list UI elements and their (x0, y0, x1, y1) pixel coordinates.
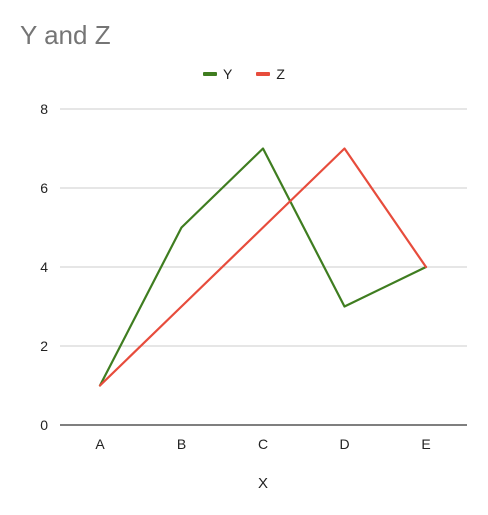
legend-item-z: Z (256, 66, 285, 82)
x-tick-label: A (95, 436, 105, 452)
x-tick-label: C (258, 436, 268, 452)
y-tick-label: 4 (40, 259, 48, 275)
legend-label-z: Z (276, 66, 285, 82)
x-tick-label: E (421, 436, 430, 452)
y-tick-label: 2 (40, 338, 48, 354)
x-axis-ticks: A B C D E (95, 436, 430, 452)
legend-label-y: Y (223, 66, 233, 82)
chart-title: Y and Z (20, 20, 111, 50)
legend: Y Z (0, 66, 488, 82)
legend-swatch-z (256, 72, 271, 76)
series-lines (98, 147, 428, 387)
y-tick-label: 6 (40, 180, 48, 196)
legend-item-y: Y (203, 66, 232, 82)
x-tick-label: B (177, 436, 186, 452)
x-tick-label: D (339, 436, 349, 452)
y-tick-label: 8 (40, 101, 48, 117)
grid-lines (60, 108, 467, 426)
y-tick-label: 0 (40, 417, 48, 433)
x-axis-label: X (258, 475, 268, 492)
y-axis-ticks: 0 2 4 6 8 (40, 101, 48, 433)
legend-swatch-y (203, 72, 218, 76)
